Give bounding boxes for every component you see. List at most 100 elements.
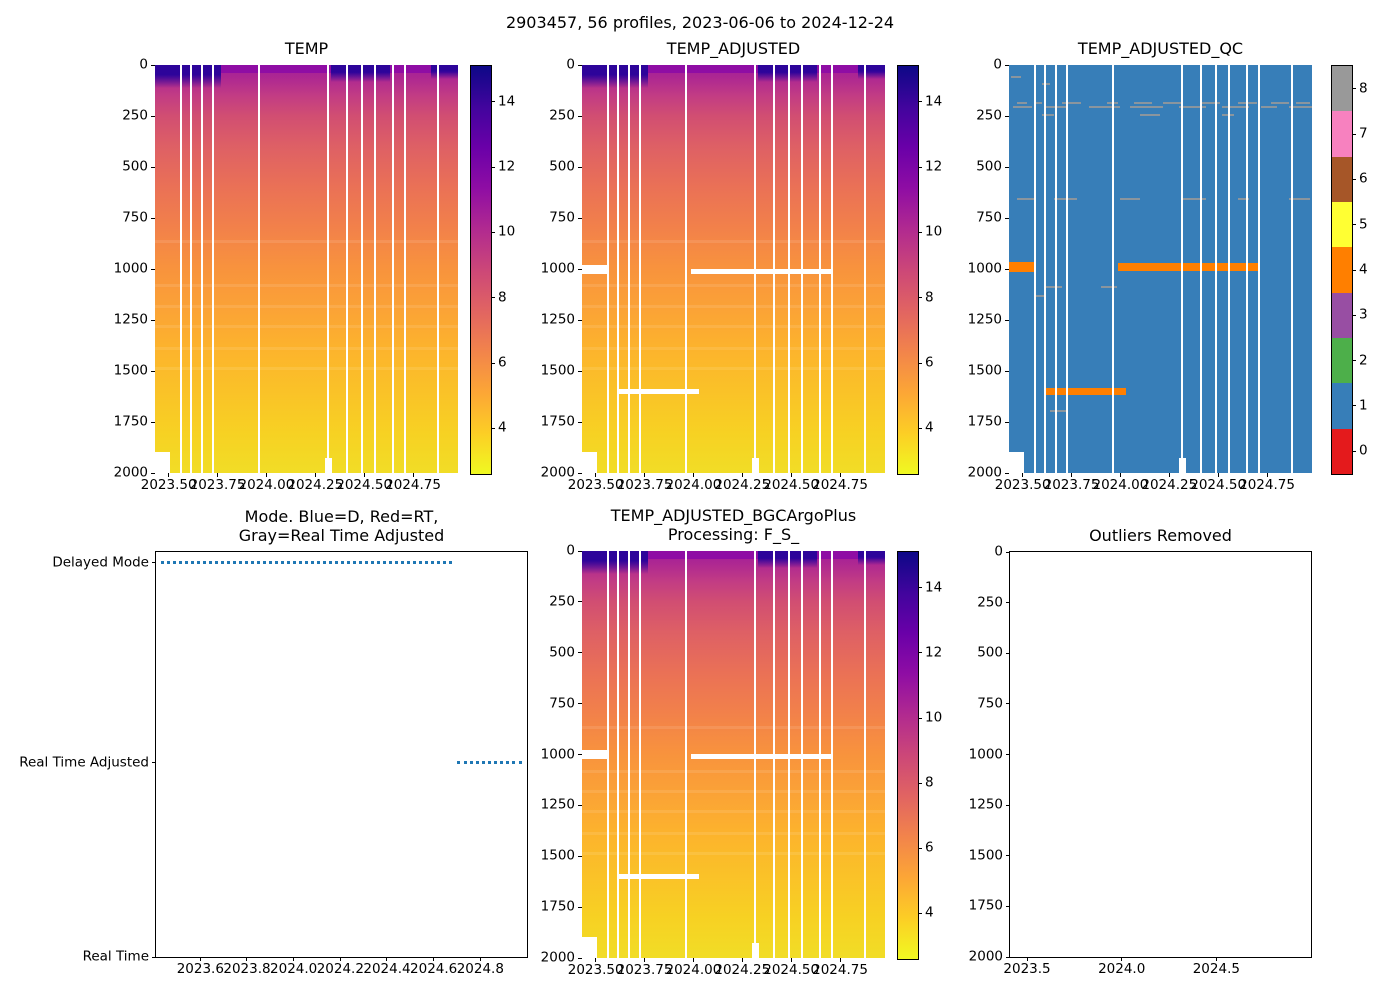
surface-warm-patch <box>430 65 458 80</box>
missing-profile-line <box>1215 65 1218 473</box>
outliers-plot-area <box>1010 552 1311 957</box>
x-tick-mark <box>1121 957 1123 961</box>
missing-profile-line <box>800 551 803 958</box>
qc-flag8-segment <box>1034 101 1043 104</box>
y-tick-mark <box>578 472 582 474</box>
x-tick-label: 2024.75 <box>1239 477 1295 493</box>
temp-adjusted-colorbar: 4 6 8 10 12 14 <box>897 65 942 475</box>
y-tick-label: 1500 <box>113 362 148 379</box>
y-tick-mark <box>578 957 582 959</box>
y-tick-label: 1000 <box>113 260 148 277</box>
y-tick-mark <box>1006 956 1010 958</box>
banding-row <box>582 240 885 244</box>
missing-profile-line <box>345 65 348 473</box>
y-tick-label: 750 <box>977 695 1003 712</box>
surface-warm-patch <box>857 65 885 80</box>
temp-panel-title: TEMP <box>284 39 329 58</box>
x-tick-mark <box>168 473 170 477</box>
x-tick-mark <box>1168 473 1170 477</box>
masked-row <box>617 388 700 394</box>
qc-colorbar-segment <box>1332 292 1352 339</box>
panel-temp: TEMP 2023.50 2023.75 2024.00 2024.25 2024.50… <box>114 39 458 492</box>
colorbar-tick-label: 8 <box>925 774 934 791</box>
y-tick-mark <box>1005 421 1009 423</box>
y-tick-mark <box>1006 905 1010 907</box>
colorbar-tick-label: 8 <box>925 288 934 305</box>
missing-profile-line <box>754 551 756 958</box>
missing-profile-line <box>607 65 610 473</box>
colorbar-gradient <box>898 66 918 474</box>
y-tick-mark <box>578 319 582 321</box>
qc-flag8-segment <box>1061 101 1082 104</box>
mode-category-label: Real Time <box>82 948 149 965</box>
qc-colorbar-segment <box>1332 428 1352 474</box>
missing-profile-line <box>404 65 407 473</box>
y-tick-label: 750 <box>549 209 575 226</box>
qc-colorbar: 0 1 2 3 4 5 6 7 8 <box>1331 65 1368 475</box>
banding-row <box>155 284 458 288</box>
y-tick-label: 250 <box>977 593 1003 610</box>
y-tick-label: 1250 <box>968 796 1003 813</box>
missing-profile-line <box>627 65 630 473</box>
x-tick-label: 2024.8 <box>456 961 504 977</box>
colorbar-tick-mark <box>918 101 922 103</box>
masked-row <box>582 264 609 274</box>
banding-row <box>155 304 458 308</box>
y-tick-label: 500 <box>976 158 1002 175</box>
colorbar-tick-mark <box>918 717 922 719</box>
missing-profile-line <box>831 551 834 958</box>
x-tick-mark <box>217 473 219 477</box>
y-tick-label: 1750 <box>540 413 575 430</box>
x-tick-label: 2024.00 <box>238 477 295 493</box>
x-tick-label: 2023.6 <box>176 961 224 977</box>
missing-profile-line <box>1291 65 1294 473</box>
y-tick-mark <box>578 906 582 908</box>
qc-flag8-segment <box>1016 101 1027 104</box>
x-tick-mark <box>1119 473 1121 477</box>
y-tick-label: 1500 <box>540 847 575 864</box>
banding-row <box>582 346 885 350</box>
x-tick-label: 2023.50 <box>994 477 1051 493</box>
y-tick-mark <box>152 762 156 764</box>
qc-panel-title: TEMP_ADJUSTED_QC <box>1077 39 1244 58</box>
y-tick-label: 500 <box>122 158 148 175</box>
missing-profile-line <box>1054 65 1057 473</box>
colorbar-tick-mark <box>1352 224 1356 226</box>
colorbar-tick-label: 12 <box>498 158 516 175</box>
y-tick-mark <box>151 64 155 66</box>
y-tick-label: 500 <box>549 644 575 660</box>
banding-row <box>582 810 885 814</box>
x-tick-mark <box>386 957 388 961</box>
missing-profile-line <box>1258 65 1261 473</box>
y-tick-label: 2000 <box>967 464 1002 481</box>
surface-band <box>582 551 885 560</box>
x-tick-label: 2024.00 <box>1092 477 1149 493</box>
x-tick-label: 2024.50 <box>763 477 820 493</box>
qc-flag8-segment <box>1134 101 1152 104</box>
qc-flag8-segment <box>1046 286 1062 289</box>
colorbar-tick-label: 7 <box>1359 125 1368 142</box>
temp-colorbar: 4 6 8 10 12 14 <box>470 65 515 475</box>
x-tick-mark <box>1215 957 1217 961</box>
x-tick-label: 2024.00 <box>665 477 722 493</box>
missing-profile-line <box>327 65 329 473</box>
x-tick-label: 2023.75 <box>189 477 246 493</box>
y-tick-label: 0 <box>566 542 575 559</box>
surface-warm-patch <box>582 551 649 575</box>
y-tick-label: 0 <box>139 56 148 73</box>
y-tick-mark <box>151 268 155 270</box>
x-tick-label: 2024.5 <box>1192 961 1240 977</box>
missing-profile-line <box>1111 65 1114 473</box>
y-tick-mark <box>578 268 582 270</box>
qc-colorbar-segment <box>1332 202 1352 248</box>
qc-flag8-segment <box>1179 105 1207 108</box>
missing-profile-line <box>200 65 203 473</box>
x-tick-label: 2023.50 <box>140 477 197 493</box>
colorbar-tick-label: 12 <box>925 644 943 661</box>
x-tick-mark <box>644 473 646 477</box>
y-tick-mark <box>1005 64 1009 66</box>
colorbar-tick-label: 12 <box>925 158 943 175</box>
missing-profile-line <box>864 551 867 958</box>
y-tick-mark <box>578 115 582 117</box>
mode-panel-title: Mode. Blue=D, Red=RT, Gray=Real Time Adj… <box>116 507 567 545</box>
